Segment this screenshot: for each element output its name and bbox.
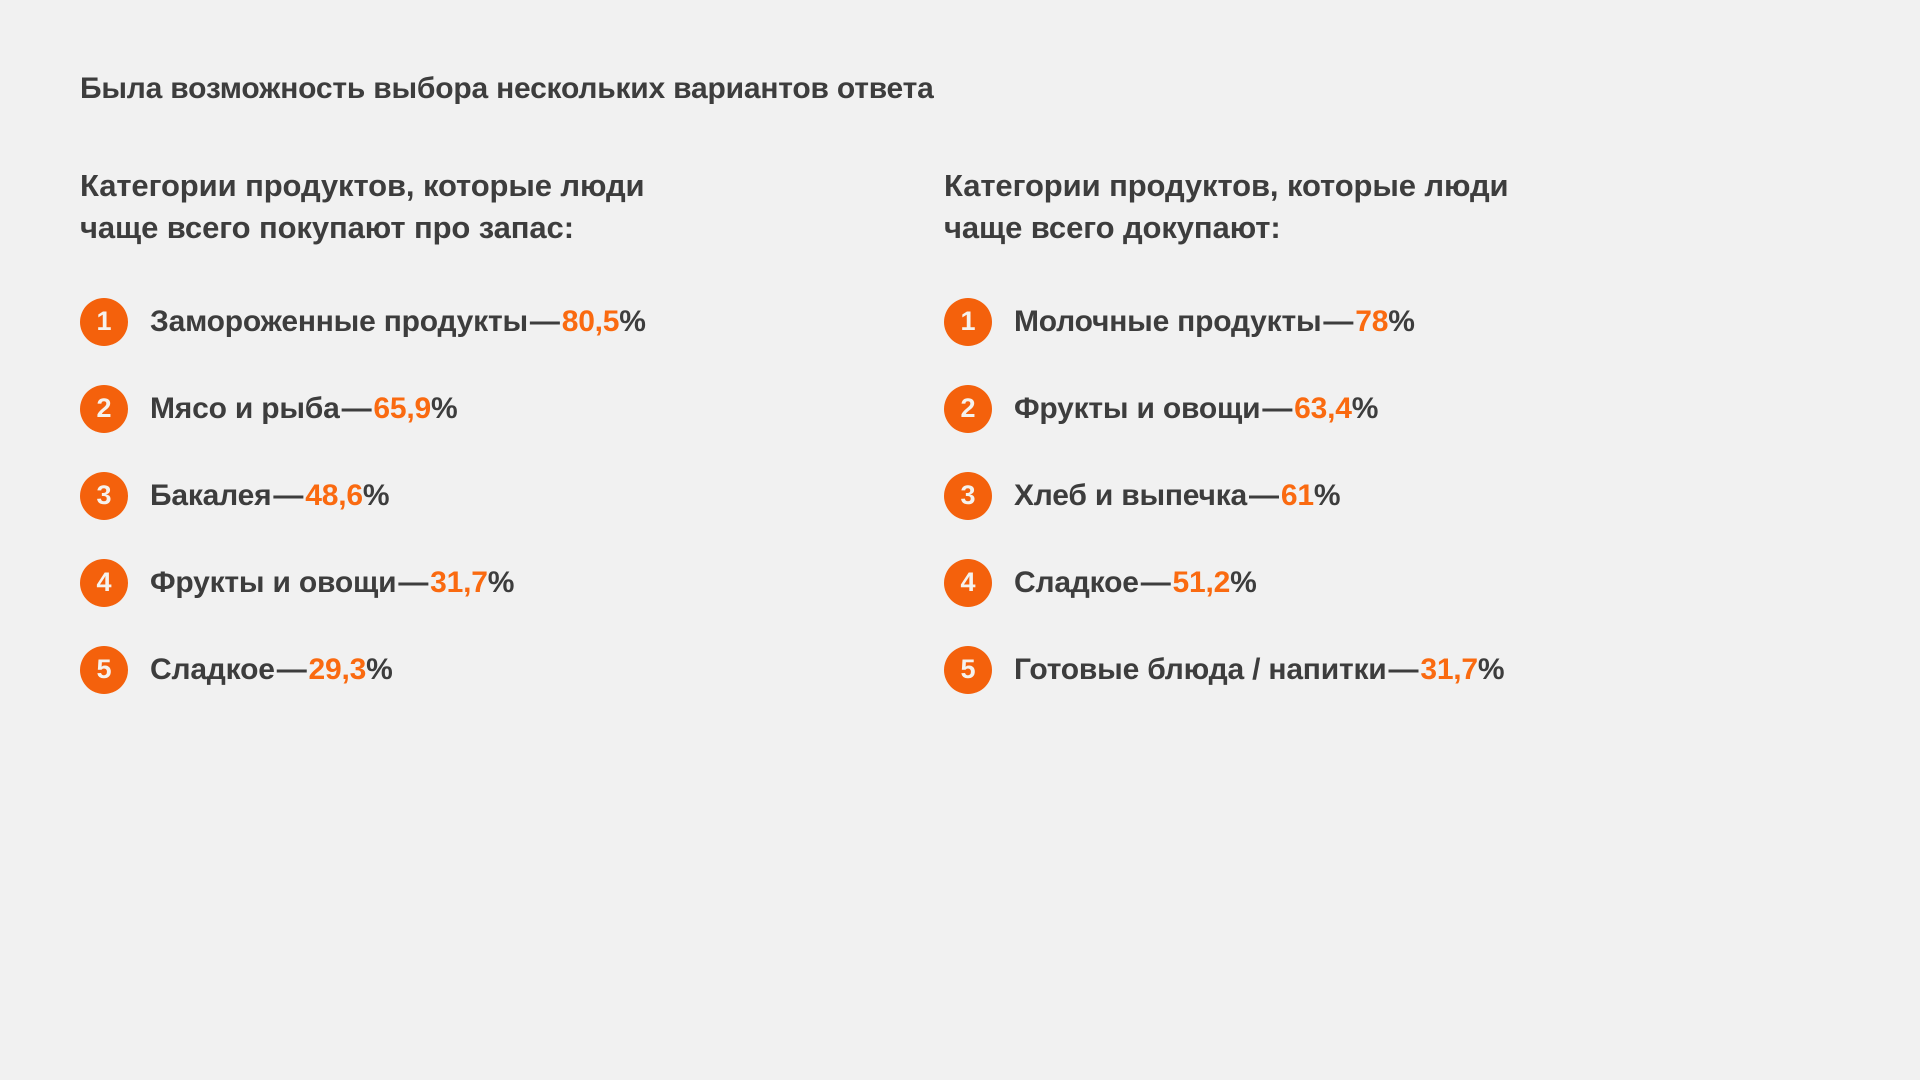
rank-value: 51,2 <box>1172 565 1231 599</box>
rank-badge-icon: 1 <box>80 297 128 346</box>
header-note: Была возможность выбора нескольких вариа… <box>80 72 934 105</box>
columns-container: Категории продуктов, которые люди чаще в… <box>0 165 1920 699</box>
rank-value: 63,4 <box>1294 391 1352 425</box>
list-item: 3 Хлеб и выпечка — 61 % <box>944 467 1920 525</box>
rank-list-stockpile: 1 Замороженные продукты — 80,5 % 2 Мясо … <box>80 293 872 699</box>
list-item: 5 Готовые блюда / напитки — 31,7 % <box>944 641 1920 699</box>
rank-badge-icon: 3 <box>80 471 128 520</box>
column-title-stockpile: Категории продуктов, которые люди чаще в… <box>80 168 645 245</box>
rank-label: Сладкое <box>150 652 275 686</box>
rank-text: Мясо и рыба — 65,9 % <box>150 391 458 426</box>
list-item: 2 Мясо и рыба — 65,9 % <box>80 380 872 438</box>
rank-dash: — <box>398 565 429 599</box>
list-item: 1 Молочные продукты — 78 % <box>944 293 1920 351</box>
list-item: 5 Сладкое — 29,3 % <box>80 641 872 699</box>
rank-text: Замороженные продукты — 80,5 % <box>150 305 646 339</box>
rank-text: Молочные продукты — 78 % <box>1014 305 1415 339</box>
list-item: 4 Фрукты и овощи — 31,7 % <box>80 554 872 612</box>
rank-badge-icon: 3 <box>944 471 992 520</box>
rank-unit: % <box>366 652 393 686</box>
rank-text: Готовые блюда / напитки — 31,7 % <box>1014 652 1505 687</box>
rank-text: Фрукты и овощи — 63,4 % <box>1014 392 1378 426</box>
rank-list-topup: 1 Молочные продукты — 78 % 2 Фрукты и ов… <box>944 293 1920 699</box>
rank-badge-icon: 4 <box>80 558 128 607</box>
rank-dash: — <box>1388 652 1419 686</box>
rank-badge-icon: 5 <box>80 645 128 694</box>
rank-text: Сладкое — 29,3 % <box>150 653 393 687</box>
list-item: 3 Бакалея — 48,6 % <box>80 467 872 525</box>
rank-dash: — <box>1323 304 1354 338</box>
rank-unit: % <box>430 391 458 425</box>
rank-unit: % <box>1477 652 1505 686</box>
rank-text: Сладкое — 51,2 % <box>1014 566 1257 600</box>
rank-badge-icon: 5 <box>944 645 992 694</box>
rank-label: Фрукты и овощи <box>1014 391 1261 425</box>
rank-label: Фрукты и овощи <box>150 565 397 599</box>
rank-dash: — <box>1140 565 1171 599</box>
rank-dash: — <box>1249 478 1279 512</box>
rank-unit: % <box>1351 391 1379 425</box>
rank-value: 29,3 <box>308 652 367 686</box>
rank-dash: — <box>1262 391 1293 425</box>
rank-unit: % <box>1230 565 1257 599</box>
rank-value: 61 <box>1280 478 1314 512</box>
rank-unit: % <box>1313 478 1341 512</box>
rank-dash: — <box>341 391 372 425</box>
rank-dash: — <box>276 652 307 686</box>
rank-label: Хлеб и выпечка <box>1014 478 1248 512</box>
rank-dash: — <box>529 304 560 338</box>
column-stockpile: Категории продуктов, которые люди чаще в… <box>0 165 872 699</box>
rank-label: Замороженные продукты <box>150 304 528 338</box>
list-item: 1 Замороженные продукты — 80,5 % <box>80 293 872 351</box>
rank-label: Мясо и рыба <box>150 391 340 425</box>
rank-text: Хлеб и выпечка — 61 % <box>1014 478 1341 513</box>
rank-value: 48,6 <box>305 478 363 512</box>
rank-unit: % <box>487 565 515 599</box>
rank-dash: — <box>273 478 304 512</box>
rank-badge-icon: 2 <box>944 384 992 433</box>
column-topup: Категории продуктов, которые люди чаще в… <box>872 165 1920 699</box>
rank-unit: % <box>362 478 390 512</box>
rank-label: Готовые блюда / напитки <box>1014 652 1387 686</box>
rank-badge-icon: 1 <box>944 297 992 346</box>
list-item: 2 Фрукты и овощи — 63,4 % <box>944 380 1920 438</box>
rank-value: 80,5 <box>561 304 620 338</box>
rank-text: Фрукты и овощи — 31,7 % <box>150 566 514 600</box>
rank-label: Молочные продукты <box>1014 304 1322 338</box>
rank-label: Сладкое <box>1014 565 1139 599</box>
rank-badge-icon: 4 <box>944 558 992 607</box>
rank-unit: % <box>1388 304 1415 338</box>
rank-value: 31,7 <box>1420 652 1478 686</box>
rank-unit: % <box>619 304 646 338</box>
rank-label: Бакалея <box>150 478 272 512</box>
rank-text: Бакалея — 48,6 % <box>150 478 390 513</box>
rank-badge-icon: 2 <box>80 384 128 433</box>
rank-value: 65,9 <box>373 391 431 425</box>
rank-value: 31,7 <box>430 565 488 599</box>
column-title-topup: Категории продуктов, которые люди чаще в… <box>944 168 1509 245</box>
rank-value: 78 <box>1355 304 1389 338</box>
list-item: 4 Сладкое — 51,2 % <box>944 554 1920 612</box>
